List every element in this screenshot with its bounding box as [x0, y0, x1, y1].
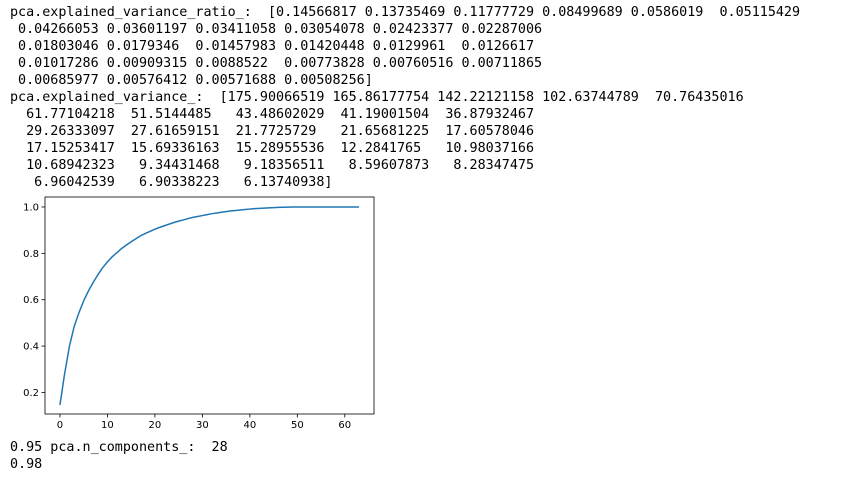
variance-output-line: 10.68942323 9.34431468 9.18356511 8.5960… — [10, 158, 535, 173]
y-tick-label: 0.6 — [23, 295, 39, 306]
cumulative-variance-line — [59, 206, 360, 406]
ratio-output-line: 0.00685977 0.00576412 0.00571688 0.00508… — [10, 73, 373, 88]
variance-output-line: 6.96042539 6.90338223 6.13740938] — [10, 175, 333, 190]
axis-ticks: 0 10 20 30 40 50 60 0.2 0.4 0.6 0.8 1.0 — [23, 202, 351, 431]
explained-variance-ratio-output: pca.explained_variance_ratio_: [0.145668… — [10, 4, 800, 89]
variance-output-line: pca.explained_variance_: [175.90066519 1… — [10, 90, 744, 105]
explained-variance-output: pca.explained_variance_: [175.90066519 1… — [10, 89, 744, 191]
ratio-output-line: 0.01017286 0.00909315 0.0088522 0.007738… — [10, 56, 543, 71]
plot-frame — [44, 196, 375, 415]
tail-output-line: 0.98 — [10, 457, 43, 472]
tail-output-line: 0.95 pca.n_components_: 28 — [10, 440, 228, 455]
y-tick-label: 1.0 — [23, 202, 39, 213]
ratio-output-line: 0.01803046 0.0179346 0.01457983 0.014204… — [10, 39, 535, 54]
x-tick-label: 50 — [291, 420, 304, 431]
plot-series — [59, 206, 360, 406]
x-tick-label: 40 — [243, 420, 256, 431]
variance-output-line: 17.15253417 15.69336163 15.28955536 12.2… — [10, 141, 535, 156]
ratio-output-line: pca.explained_variance_ratio_: [0.145668… — [10, 5, 801, 20]
x-tick-label: 60 — [338, 420, 351, 431]
y-tick-label: 0.2 — [23, 388, 39, 399]
y-tick-label: 0.4 — [23, 342, 39, 353]
x-tick-label: 30 — [196, 420, 209, 431]
x-tick-label: 0 — [57, 420, 63, 431]
ratio-output-line: 0.04266053 0.03601197 0.03411058 0.03054… — [10, 22, 543, 37]
cumulative-variance-plot: 0 10 20 30 40 50 60 0.2 0.4 0.6 0.8 1.0 — [23, 196, 375, 431]
variance-output-line: 61.77104218 51.5144485 43.48602029 41.19… — [10, 107, 535, 122]
x-tick-label: 20 — [149, 420, 162, 431]
y-tick-label: 0.8 — [23, 249, 39, 260]
variance-output-line: 29.26333097 27.61659151 21.7725729 21.65… — [10, 124, 535, 139]
n-components-output: 0.95 pca.n_components_: 28 0.98 — [10, 439, 228, 473]
x-tick-label: 10 — [101, 420, 114, 431]
